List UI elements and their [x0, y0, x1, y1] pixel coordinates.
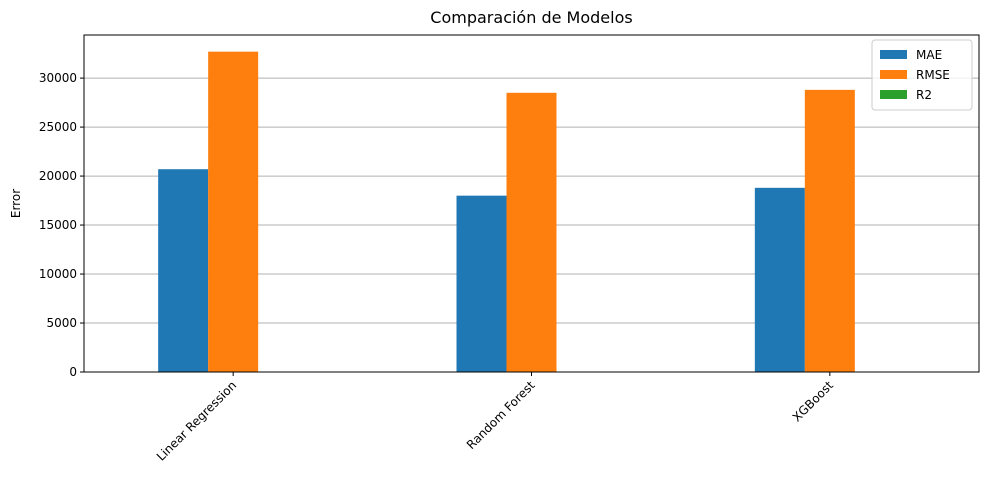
bars	[158, 51, 905, 373]
y-tick-label: 0	[69, 365, 77, 379]
x-tick-label: Random Forest	[464, 378, 538, 452]
bar-mae-0	[158, 169, 209, 372]
legend-swatch-rmse	[880, 70, 907, 79]
x-tick-label: XGBoost	[790, 378, 836, 424]
y-tick-label: 15000	[39, 218, 77, 232]
legend: MAE RMSE R2	[871, 39, 973, 111]
y-tick-label: 30000	[39, 71, 77, 85]
bar-rmse-0	[208, 51, 259, 373]
bar-mae-2	[754, 187, 805, 372]
bar-mae-1	[456, 195, 507, 372]
legend-swatch-r2	[880, 90, 907, 99]
y-tick-label: 25000	[39, 120, 77, 134]
y-tick-label: 10000	[39, 267, 77, 281]
legend-label-r2: R2	[916, 88, 932, 102]
bar-rmse-2	[804, 89, 855, 372]
y-tick-label: 5000	[46, 316, 77, 330]
bar-rmse-1	[506, 92, 557, 373]
y-tick-label: 20000	[39, 169, 77, 183]
legend-label-rmse: RMSE	[916, 68, 950, 82]
y-axis-label: Error	[9, 189, 23, 218]
legend-swatch-mae	[880, 50, 907, 59]
x-axis: Linear Regression Random Forest XGBoost	[154, 372, 836, 464]
x-tick-label: Linear Regression	[154, 378, 239, 463]
legend-label-mae: MAE	[916, 48, 942, 62]
chart-title: Comparación de Modelos	[430, 8, 632, 27]
y-axis: 0 5000 10000 15000 20000 25000 30000	[39, 71, 84, 379]
